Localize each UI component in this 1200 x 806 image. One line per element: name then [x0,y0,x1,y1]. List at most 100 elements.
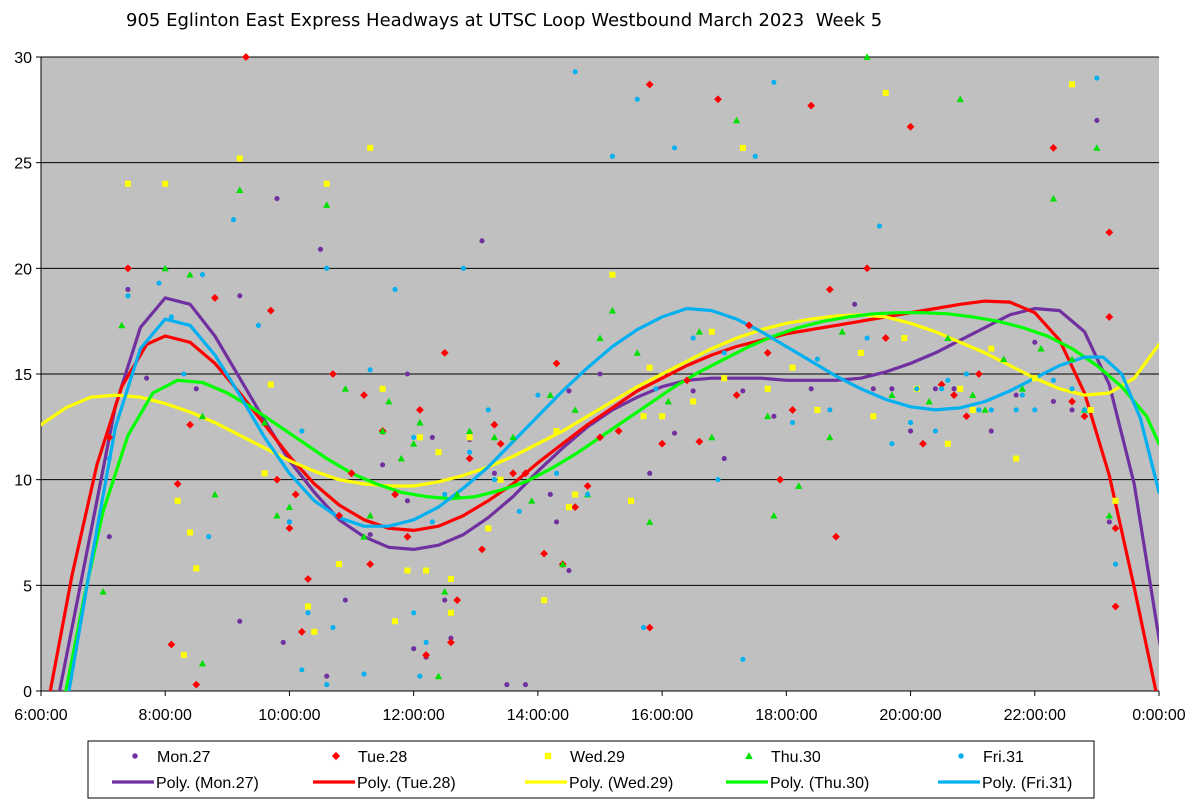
data-point-thu-30 [211,490,219,498]
data-point-fri-31 [367,367,373,373]
data-point-tue-28 [906,122,915,131]
data-point-mon-27 [870,386,876,392]
data-point-fri-31 [634,96,640,102]
data-point-wed-29 [690,398,697,405]
data-point-tue-28 [186,420,194,429]
legend-label-poly-fri-31: Poly. (Fri.31) [982,775,1072,792]
data-point-tue-28 [732,391,741,400]
data-point-wed-29 [267,381,274,388]
data-point-tue-28 [422,651,430,659]
data-point-tue-28 [1111,524,1120,533]
data-point-thu-30 [863,53,871,60]
data-point-wed-29 [541,597,548,604]
data-point-fri-31 [1081,407,1088,413]
data-point-tue-28 [105,433,114,442]
data-point-mon-27 [448,635,454,641]
data-point-tue-28 [1105,313,1114,321]
data-point-thu-30 [198,659,207,667]
data-point-thu-30 [465,427,474,434]
data-point-thu-30 [453,490,461,498]
data-point-wed-29 [646,364,653,371]
data-point-tue-28 [974,370,983,378]
data-point-thu-30 [969,391,977,399]
data-point-fri-31 [324,682,330,688]
data-point-wed-29 [416,434,423,441]
legend: Mon.27 Tue.28 Wed.29 Thu.30 Fri.31 Poly. (Mon… [87,740,1095,799]
data-point-wed-29 [187,529,194,536]
data-point-mon-27 [1050,398,1056,405]
data-point-mon-27 [125,286,131,293]
data-point-fri-31 [814,356,820,362]
data-point-fri-31 [199,272,206,278]
y-tick-label: 15 [14,367,32,384]
data-point-thu-30 [956,95,964,103]
legend-marker-wed-29 [544,752,552,760]
data-point-wed-29 [944,440,951,447]
data-point-fri-31 [653,386,659,392]
data-point-thu-30 [571,406,579,413]
data-point-fri-31 [876,223,883,229]
data-point-tue-28 [645,623,654,632]
data-point-thu-30 [441,588,449,595]
data-point-tue-28 [863,264,871,273]
data-point-wed-29 [392,618,399,625]
data-point-mon-27 [671,430,678,436]
data-point-wed-29 [1031,375,1038,382]
data-point-fri-31 [988,407,994,413]
legend-marker-mon-27 [132,753,138,759]
data-point-tue-28 [173,479,182,488]
data-point-wed-29 [447,575,454,582]
data-point-tue-28 [552,359,561,368]
data-point-thu-30 [528,497,536,504]
data-point-wed-29 [988,345,995,352]
data-point-tue-28 [403,532,412,541]
data-point-wed-29 [553,428,560,435]
data-point-fri-31 [206,534,212,540]
data-point-fri-31 [442,491,448,498]
x-tick-label: 18:00:00 [755,707,817,724]
data-point-mon-27 [280,639,286,645]
legend-marker-tue-28 [331,751,341,761]
data-point-fri-31 [255,322,261,328]
gridlines [41,56,1159,586]
data-point-tue-28 [745,321,753,330]
data-point-fri-31 [827,407,833,413]
data-point-mon-27 [547,491,553,498]
data-point-mon-27 [1013,392,1019,398]
data-point-wed-29 [485,525,492,532]
data-point-mon-27 [988,428,994,434]
data-point-tue-28 [1049,143,1058,152]
data-point-thu-30 [1049,194,1058,202]
data-point-tue-28 [788,406,797,414]
data-point-thu-30 [161,264,169,272]
data-point-tue-28 [962,412,971,421]
data-point-fri-31 [1032,407,1038,413]
data-point-mon-27 [1106,519,1112,525]
data-point-thu-30 [608,307,617,314]
data-point-thu-30 [1018,385,1026,392]
data-point-tue-28 [950,391,958,400]
data-point-tue-28 [881,334,890,342]
data-point-tue-28 [763,348,772,357]
data-point-tue-28 [297,627,306,636]
data-point-thu-30 [236,186,244,194]
data-point-thu-30 [664,397,672,405]
data-point-wed-29 [764,385,771,392]
data-point-fri-31 [392,286,398,293]
legend-label-poly-thu-30: Poly. (Thu.30) [770,775,869,792]
data-point-fri-31 [516,508,522,514]
data-point-tue-28 [440,348,449,357]
data-point-fri-31 [1050,377,1056,383]
data-point-tue-28 [291,490,300,499]
data-point-wed-29 [323,180,330,187]
x-tick-label: 14:00:00 [507,707,569,724]
data-point-thu-30 [1037,345,1045,352]
data-point-mon-27 [566,567,572,574]
data-point-tue-28 [415,406,424,414]
data-point-thu-30 [379,427,387,434]
series-fri-31 [106,69,1119,688]
data-point-tue-28 [832,532,840,541]
legend-label-poly-tue-28: Poly. (Tue.28) [357,775,456,792]
data-point-tue-28 [614,427,623,435]
